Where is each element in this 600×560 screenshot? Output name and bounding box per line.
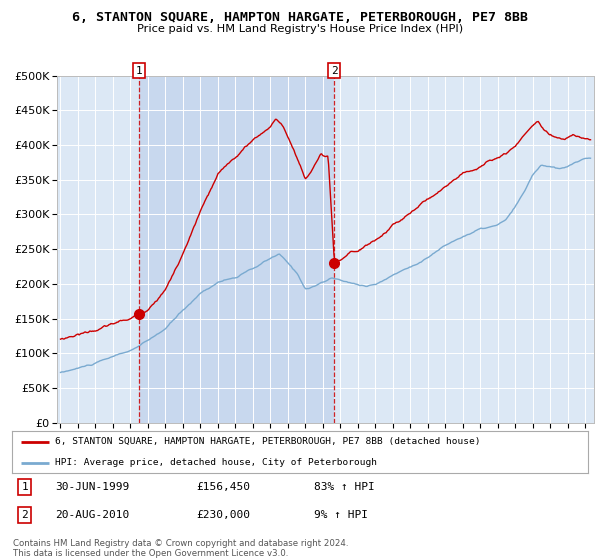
Text: 83% ↑ HPI: 83% ↑ HPI xyxy=(314,482,375,492)
Text: Contains HM Land Registry data © Crown copyright and database right 2024.
This d: Contains HM Land Registry data © Crown c… xyxy=(13,539,349,558)
Bar xyxy=(139,76,334,423)
Text: £230,000: £230,000 xyxy=(196,510,250,520)
Text: £156,450: £156,450 xyxy=(196,482,250,492)
Text: 6, STANTON SQUARE, HAMPTON HARGATE, PETERBOROUGH, PE7 8BB (detached house): 6, STANTON SQUARE, HAMPTON HARGATE, PETE… xyxy=(55,437,481,446)
Text: 20-AUG-2010: 20-AUG-2010 xyxy=(55,510,130,520)
Text: 2: 2 xyxy=(331,66,338,76)
Text: 1: 1 xyxy=(21,482,28,492)
Text: 2: 2 xyxy=(21,510,28,520)
Text: Price paid vs. HM Land Registry's House Price Index (HPI): Price paid vs. HM Land Registry's House … xyxy=(137,24,463,34)
Text: 9% ↑ HPI: 9% ↑ HPI xyxy=(314,510,368,520)
Text: 30-JUN-1999: 30-JUN-1999 xyxy=(55,482,130,492)
Text: 1: 1 xyxy=(136,66,143,76)
Text: 6, STANTON SQUARE, HAMPTON HARGATE, PETERBOROUGH, PE7 8BB: 6, STANTON SQUARE, HAMPTON HARGATE, PETE… xyxy=(72,11,528,24)
Text: HPI: Average price, detached house, City of Peterborough: HPI: Average price, detached house, City… xyxy=(55,458,377,467)
